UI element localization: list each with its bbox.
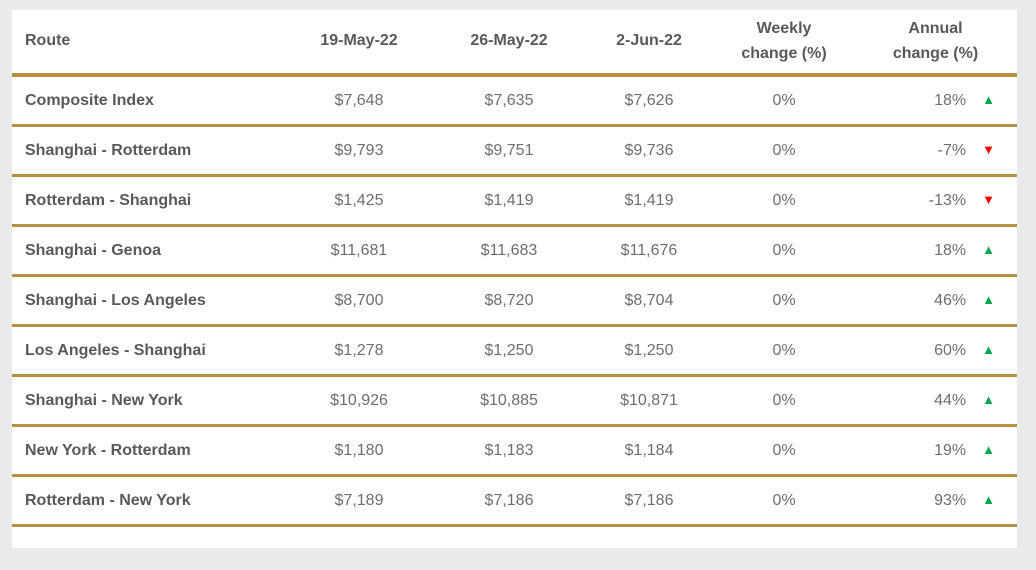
column-header-date-1: 19-May-22 bbox=[284, 10, 434, 77]
freight-rates-table: Route 19-May-22 26-May-22 2-Jun-22 Weekl… bbox=[12, 10, 1017, 527]
route-cell: Shanghai - Los Angeles bbox=[12, 275, 284, 327]
rate-cell-date-1: $9,793 bbox=[284, 125, 434, 177]
annual-change-cell: 60% ▲ bbox=[854, 325, 1017, 377]
annual-change-value: 18% bbox=[934, 91, 967, 109]
rate-cell-date-2: $10,885 bbox=[434, 375, 584, 427]
rate-cell-date-1: $7,648 bbox=[284, 75, 434, 127]
column-header-route: Route bbox=[12, 10, 284, 77]
triangle-up-icon: ▲ bbox=[982, 341, 995, 357]
table-body: Composite Index $7,648 $7,635 $7,626 0% … bbox=[12, 75, 1017, 527]
column-header-date-2: 26-May-22 bbox=[434, 10, 584, 77]
table-row: Shanghai - Los Angeles $8,700 $8,720 $8,… bbox=[12, 275, 1017, 327]
triangle-up-icon: ▲ bbox=[982, 491, 995, 507]
annual-change-value: 60% bbox=[934, 341, 967, 359]
rate-cell-date-2: $11,683 bbox=[434, 225, 584, 277]
weekly-change-cell: 0% bbox=[714, 325, 854, 377]
annual-change-value: 19% bbox=[934, 441, 967, 459]
annual-change-value: 44% bbox=[934, 391, 967, 409]
table-row: New York - Rotterdam $1,180 $1,183 $1,18… bbox=[12, 425, 1017, 477]
triangle-up-icon: ▲ bbox=[982, 391, 995, 407]
annual-change-cell: 44% ▲ bbox=[854, 375, 1017, 427]
header-row: Route 19-May-22 26-May-22 2-Jun-22 Weekl… bbox=[12, 10, 1017, 77]
weekly-change-cell: 0% bbox=[714, 125, 854, 177]
rate-cell-date-3: $8,704 bbox=[584, 275, 714, 327]
column-header-annual-change: Annual change (%) bbox=[854, 10, 1017, 77]
weekly-change-cell: 0% bbox=[714, 375, 854, 427]
annual-change-cell: 19% ▲ bbox=[854, 425, 1017, 477]
triangle-down-icon: ▼ bbox=[982, 191, 995, 207]
rate-cell-date-1: $11,681 bbox=[284, 225, 434, 277]
route-cell: New York - Rotterdam bbox=[12, 425, 284, 477]
rate-cell-date-1: $1,180 bbox=[284, 425, 434, 477]
route-cell: Shanghai - Genoa bbox=[12, 225, 284, 277]
rate-cell-date-2: $8,720 bbox=[434, 275, 584, 327]
annual-change-cell: -7% ▼ bbox=[854, 125, 1017, 177]
route-cell: Shanghai - Rotterdam bbox=[12, 125, 284, 177]
rate-cell-date-3: $10,871 bbox=[584, 375, 714, 427]
triangle-up-icon: ▲ bbox=[982, 291, 995, 307]
annual-change-value: 18% bbox=[934, 241, 967, 259]
annual-change-value: -7% bbox=[937, 141, 967, 159]
route-cell: Rotterdam - Shanghai bbox=[12, 175, 284, 227]
table-row: Rotterdam - New York $7,189 $7,186 $7,18… bbox=[12, 475, 1017, 527]
weekly-change-cell: 0% bbox=[714, 425, 854, 477]
rate-cell-date-3: $7,626 bbox=[584, 75, 714, 127]
table-card: Route 19-May-22 26-May-22 2-Jun-22 Weekl… bbox=[12, 10, 1017, 548]
route-cell: Composite Index bbox=[12, 75, 284, 127]
column-header-weekly-change: Weekly change (%) bbox=[714, 10, 854, 77]
weekly-change-cell: 0% bbox=[714, 475, 854, 527]
table-row: Shanghai - New York $10,926 $10,885 $10,… bbox=[12, 375, 1017, 427]
table-header: Route 19-May-22 26-May-22 2-Jun-22 Weekl… bbox=[12, 10, 1017, 77]
rate-cell-date-2: $1,419 bbox=[434, 175, 584, 227]
rate-cell-date-2: $7,186 bbox=[434, 475, 584, 527]
rate-cell-date-1: $10,926 bbox=[284, 375, 434, 427]
weekly-change-cell: 0% bbox=[714, 175, 854, 227]
rate-cell-date-1: $1,425 bbox=[284, 175, 434, 227]
table-row: Shanghai - Rotterdam $9,793 $9,751 $9,73… bbox=[12, 125, 1017, 177]
route-cell: Shanghai - New York bbox=[12, 375, 284, 427]
column-header-date-3: 2-Jun-22 bbox=[584, 10, 714, 77]
triangle-down-icon: ▼ bbox=[982, 141, 995, 157]
route-cell: Los Angeles - Shanghai bbox=[12, 325, 284, 377]
rate-cell-date-1: $7,189 bbox=[284, 475, 434, 527]
rate-cell-date-1: $1,278 bbox=[284, 325, 434, 377]
table-row: Shanghai - Genoa $11,681 $11,683 $11,676… bbox=[12, 225, 1017, 277]
weekly-change-cell: 0% bbox=[714, 275, 854, 327]
rate-cell-date-3: $1,250 bbox=[584, 325, 714, 377]
triangle-up-icon: ▲ bbox=[982, 441, 995, 457]
rate-cell-date-3: $9,736 bbox=[584, 125, 714, 177]
rate-cell-date-3: $1,184 bbox=[584, 425, 714, 477]
annual-change-value: 46% bbox=[934, 291, 967, 309]
route-cell: Rotterdam - New York bbox=[12, 475, 284, 527]
rate-cell-date-1: $8,700 bbox=[284, 275, 434, 327]
rate-cell-date-2: $1,250 bbox=[434, 325, 584, 377]
rate-cell-date-2: $7,635 bbox=[434, 75, 584, 127]
weekly-change-cell: 0% bbox=[714, 75, 854, 127]
annual-change-cell: -13% ▼ bbox=[854, 175, 1017, 227]
rate-cell-date-3: $7,186 bbox=[584, 475, 714, 527]
rate-cell-date-2: $9,751 bbox=[434, 125, 584, 177]
table-row: Los Angeles - Shanghai $1,278 $1,250 $1,… bbox=[12, 325, 1017, 377]
triangle-up-icon: ▲ bbox=[982, 91, 995, 107]
rate-cell-date-3: $11,676 bbox=[584, 225, 714, 277]
rate-cell-date-2: $1,183 bbox=[434, 425, 584, 477]
annual-change-value: -13% bbox=[928, 191, 967, 209]
annual-change-cell: 18% ▲ bbox=[854, 225, 1017, 277]
triangle-up-icon: ▲ bbox=[982, 241, 995, 257]
annual-change-cell: 46% ▲ bbox=[854, 275, 1017, 327]
annual-change-cell: 93% ▲ bbox=[854, 475, 1017, 527]
rate-cell-date-3: $1,419 bbox=[584, 175, 714, 227]
table-row: Composite Index $7,648 $7,635 $7,626 0% … bbox=[12, 75, 1017, 127]
annual-change-cell: 18% ▲ bbox=[854, 75, 1017, 127]
weekly-change-cell: 0% bbox=[714, 225, 854, 277]
annual-change-value: 93% bbox=[934, 491, 967, 509]
table-row: Rotterdam - Shanghai $1,425 $1,419 $1,41… bbox=[12, 175, 1017, 227]
